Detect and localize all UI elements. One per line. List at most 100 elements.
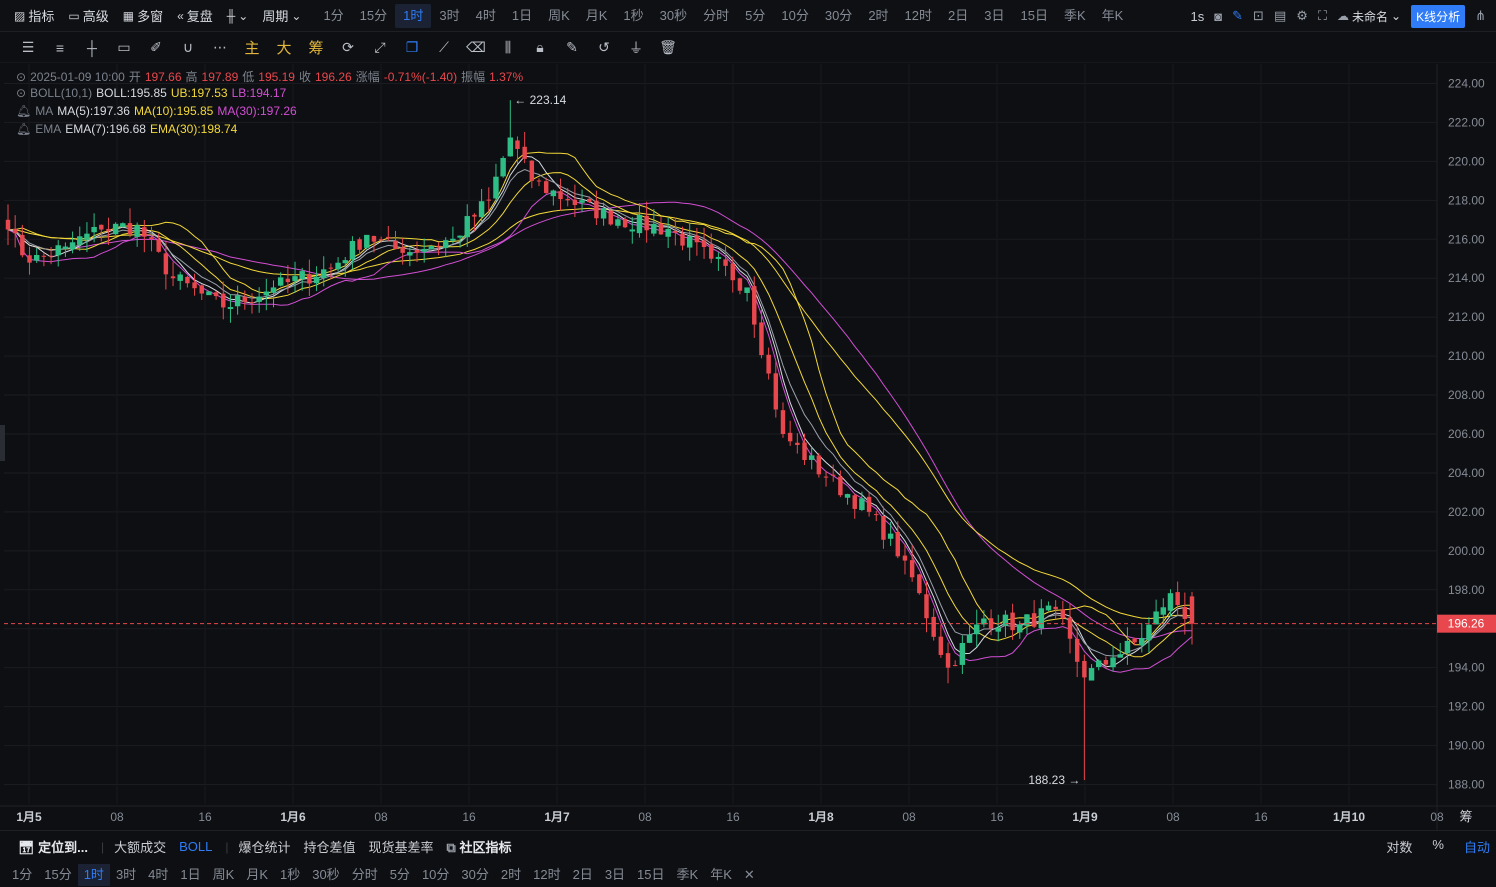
bottom-period-tab-20[interactable]: 年K: [710, 866, 732, 882]
more-icon[interactable]: ⋯: [213, 39, 227, 55]
side-panel-handle[interactable]: [0, 425, 5, 461]
period-tab-14[interactable]: 2时: [868, 7, 889, 23]
period-tab-19[interactable]: 季K: [1063, 7, 1086, 23]
bottom-period-tab-13[interactable]: 30分: [461, 866, 489, 882]
bell-icon[interactable]: 🔔︎: [16, 122, 32, 136]
pencil-icon[interactable]: ✎: [1232, 8, 1244, 23]
big-trades-tab[interactable]: 大额成交: [114, 840, 167, 855]
bottom-period-tab-16[interactable]: 2日: [572, 866, 593, 882]
locate-button[interactable]: 📅︎ 定位到...: [18, 837, 88, 856]
period-tab-3[interactable]: 3时: [439, 7, 460, 23]
copy-icon[interactable]: ❐: [405, 39, 419, 55]
community-indicators-button[interactable]: ⧉ 社区指标: [447, 837, 512, 856]
fullscreen-icon[interactable]: ⛶: [1317, 8, 1327, 23]
replay-button[interactable]: «复盘: [177, 6, 213, 25]
chips-corner-button[interactable]: 筹: [1459, 809, 1472, 824]
period-tab-13[interactable]: 30分: [824, 7, 853, 23]
bell-icon[interactable]: 🔔︎: [16, 104, 32, 118]
bottom-period-tab-10[interactable]: 分时: [351, 866, 378, 882]
liquidation-tab[interactable]: 爆仓统计: [238, 840, 291, 855]
chart-type-button[interactable]: ╫ ⌄: [227, 9, 249, 23]
period-tab-15[interactable]: 12时: [904, 7, 933, 23]
alert-icon[interactable]: ⊡: [1253, 8, 1264, 23]
oi-diff-tab[interactable]: 持仓差值: [303, 840, 356, 855]
measure-icon[interactable]: ⤢: [374, 39, 386, 55]
period-tab-0[interactable]: 1分: [323, 7, 344, 23]
boll-tab[interactable]: BOLL: [179, 839, 213, 854]
main-indicator-button[interactable]: 主: [244, 40, 260, 57]
period-tab-12[interactable]: 10分: [781, 7, 809, 23]
period-tab-17[interactable]: 3日: [984, 7, 1005, 23]
period-tab-7[interactable]: 月K: [585, 7, 608, 23]
filter-icon[interactable]: ⏚: [629, 39, 643, 56]
period-tab-20[interactable]: 年K: [1101, 7, 1124, 23]
share-icon[interactable]: ⋔: [1475, 8, 1486, 23]
period-tab-2[interactable]: 1时: [395, 3, 432, 28]
eraser-icon[interactable]: ⌫: [466, 39, 486, 55]
magnet-icon[interactable]: ∪: [182, 39, 194, 55]
ruler-icon[interactable]: ⟋: [439, 39, 449, 55]
period-tab-16[interactable]: 2日: [948, 7, 969, 23]
bottom-period-tab-2[interactable]: 1时: [77, 863, 110, 886]
bottom-period-tab-18[interactable]: 15日: [637, 866, 665, 882]
log-scale-toggle[interactable]: 对数: [1386, 840, 1413, 855]
candlestick-chart[interactable]: 224.00 222.00 220.00 218.00 216.00 214.00 212.…: [0, 64, 1496, 830]
sync-icon[interactable]: ⟳: [342, 39, 354, 55]
trash-icon[interactable]: 🗑︎: [659, 39, 677, 55]
bottom-period-tab-19[interactable]: 季K: [676, 866, 699, 882]
bottom-period-tab-4[interactable]: 4时: [148, 866, 169, 882]
period-tab-11[interactable]: 5分: [745, 7, 766, 23]
period-button[interactable]: 周期 ⌄: [262, 6, 301, 25]
layout-select[interactable]: ☁ 未命名 ⌄: [1337, 8, 1401, 25]
menu-icon[interactable]: ☰: [21, 39, 35, 55]
period-tab-9[interactable]: 30秒: [659, 7, 688, 23]
bottom-period-tab-0[interactable]: 1分: [12, 866, 33, 882]
chips-button[interactable]: 筹: [308, 40, 324, 57]
bottom-period-tab-14[interactable]: 2时: [500, 866, 522, 882]
bottom-period-tab-3[interactable]: 3时: [115, 866, 137, 882]
brush-icon[interactable]: ✐: [150, 39, 162, 55]
bars-icon[interactable]: ⫼: [504, 39, 512, 55]
large-order-button[interactable]: 大: [276, 40, 292, 57]
camera-icon[interactable]: ◙: [1214, 8, 1223, 24]
chart-area[interactable]: 224.00 222.00 220.00 218.00 216.00 214.00 212.…: [0, 64, 1496, 830]
lines-icon[interactable]: ≡: [55, 39, 65, 56]
basis-tab[interactable]: 现货基差率: [368, 840, 434, 855]
ema-name[interactable]: EMA: [35, 122, 62, 136]
percent-scale-toggle[interactable]: %: [1432, 837, 1444, 852]
bottom-period-tab-8[interactable]: 1秒: [279, 866, 301, 882]
bottom-period-tab-11[interactable]: 5分: [389, 866, 410, 882]
bottom-period-tab-15[interactable]: 12时: [533, 866, 561, 882]
interval-readout[interactable]: 1s: [1190, 8, 1205, 24]
bottom-period-tab-1[interactable]: 15分: [44, 866, 72, 882]
period-tab-6[interactable]: 周K: [548, 7, 570, 23]
period-tab-1[interactable]: 15分: [359, 7, 388, 23]
ma-name[interactable]: MA: [35, 104, 54, 118]
bottom-period-tab-6[interactable]: 周K: [212, 866, 235, 882]
collapse-icon[interactable]: ⊙: [16, 86, 27, 100]
bottom-period-tab-17[interactable]: 3日: [604, 866, 626, 882]
lock-icon[interactable]: 🔒︎: [536, 39, 544, 55]
period-tab-8[interactable]: 1秒: [623, 7, 644, 23]
period-tab-10[interactable]: 分时: [703, 7, 730, 23]
auto-scale-toggle[interactable]: 自动: [1463, 840, 1490, 855]
crosshair-icon[interactable]: ┼: [87, 39, 97, 56]
period-tab-18[interactable]: 15日: [1020, 7, 1048, 23]
rectangle-icon[interactable]: ▭: [117, 39, 131, 55]
bottom-period-tab-7[interactable]: 月K: [246, 866, 268, 882]
period-tab-4[interactable]: 4时: [475, 7, 496, 23]
collapse-icon[interactable]: ⊙: [16, 69, 27, 84]
note-icon[interactable]: ✎: [566, 39, 578, 55]
layers-icon[interactable]: ▤: [1273, 8, 1287, 23]
bottom-period-tab-5[interactable]: 1日: [180, 866, 201, 882]
close-icon[interactable]: ✕: [743, 866, 755, 882]
period-tab-5[interactable]: 1日: [511, 7, 533, 23]
multi-window-button[interactable]: ▦ 多窗: [123, 6, 163, 25]
undo-icon[interactable]: ↺: [598, 39, 610, 55]
gear-icon[interactable]: ⚙: [1296, 8, 1308, 23]
kline-analysis-button[interactable]: K线分析: [1411, 4, 1466, 28]
boll-name[interactable]: BOLL(10,1): [30, 86, 93, 100]
indicator-button[interactable]: ▨ 指标: [14, 6, 54, 25]
bottom-period-tab-12[interactable]: 10分: [421, 866, 450, 882]
bottom-period-tab-9[interactable]: 30秒: [312, 866, 340, 882]
